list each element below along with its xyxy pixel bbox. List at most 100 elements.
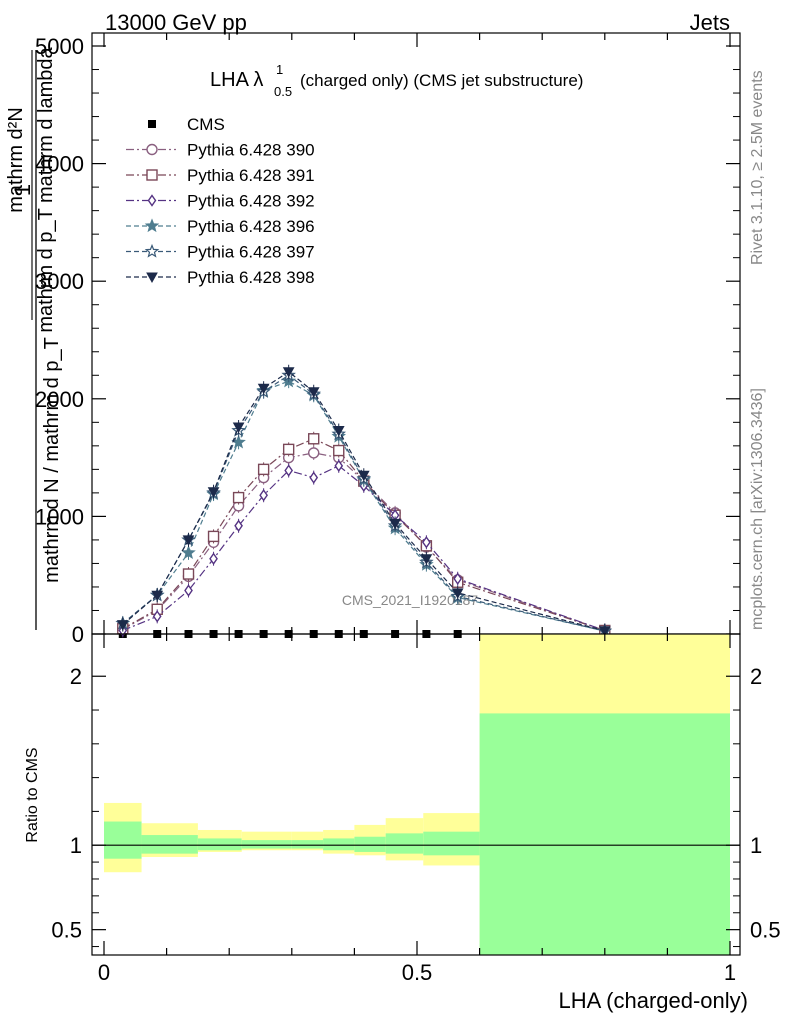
title-sub: 0.5 <box>274 84 292 99</box>
stat-uncertainty-band <box>423 831 480 856</box>
marker-shape <box>232 491 245 504</box>
data-point <box>332 426 345 437</box>
data-point <box>307 387 320 398</box>
ratio-ylabel: Ratio to CMS <box>24 747 41 842</box>
legend-item: Pythia 6.428 392 <box>126 192 315 211</box>
main-ytick-label: 4000 <box>35 152 84 177</box>
legend-label: Pythia 6.428 396 <box>187 217 315 236</box>
marker-shape <box>148 120 156 128</box>
header-left: 13000 GeV pp <box>105 10 247 35</box>
marker-shape <box>284 464 294 477</box>
marker-shape <box>232 422 245 434</box>
stat-uncertainty-band <box>323 838 355 851</box>
data-point <box>116 620 129 631</box>
legend-label: Pythia 6.428 391 <box>187 166 315 185</box>
marker-shape <box>308 433 320 445</box>
legend-marker <box>144 218 160 233</box>
marker-shape <box>453 572 463 585</box>
data-point <box>181 545 196 560</box>
stat-uncertainty-band <box>385 833 424 854</box>
marker-shape <box>146 272 158 284</box>
data-point <box>257 463 270 476</box>
data-point <box>151 590 164 602</box>
data-point <box>422 536 431 549</box>
legend-label: Pythia 6.428 397 <box>187 243 315 262</box>
main-ytick-label: 5000 <box>35 34 84 59</box>
marker-shape <box>282 443 295 456</box>
ratio-frame <box>91 633 741 956</box>
ratio-xtick-label: 1 <box>724 960 736 985</box>
data-point <box>207 530 220 543</box>
stat-uncertainty-band <box>197 838 242 851</box>
data-point <box>234 519 243 533</box>
legend-marker <box>146 169 158 181</box>
data-point <box>357 470 370 482</box>
marker-shape <box>116 620 129 631</box>
stat-uncertainty-band <box>241 840 292 849</box>
data-point <box>209 552 218 565</box>
data-point <box>284 464 294 477</box>
legend: CMS Pythia 6.428 390 Pythia 6.428 391 Pythi… <box>126 115 315 287</box>
watermark: CMS_2021_I1920187 <box>342 592 478 608</box>
ratio-ytick-label-right: 2 <box>750 664 762 689</box>
marker-shape <box>257 383 270 395</box>
ratio-ytick-label-right: 0.5 <box>750 918 781 943</box>
marker-shape <box>257 463 270 476</box>
marker-shape <box>259 489 268 502</box>
legend-marker <box>148 120 156 128</box>
marker-shape <box>282 367 295 378</box>
data-point <box>182 535 195 546</box>
marker-shape <box>181 545 196 560</box>
marker-shape <box>146 143 158 156</box>
data-point <box>257 383 270 395</box>
data-point <box>598 626 611 637</box>
marker-shape <box>334 459 344 473</box>
main-ytick-label: 0 <box>72 622 84 647</box>
marker-shape <box>309 471 319 484</box>
ylabel-numerator: 1 <box>10 184 35 196</box>
marker-shape <box>357 470 370 482</box>
series-line-4 <box>122 380 605 632</box>
marker-shape <box>389 518 401 530</box>
marker-shape <box>182 535 195 546</box>
marker-shape <box>207 487 220 498</box>
legend-marker <box>144 243 160 258</box>
ylabel-denominator: mathrm d N / mathrm d p_T <box>41 337 63 583</box>
legend-marker <box>146 272 158 284</box>
xaxis-label: LHA (charged-only) <box>558 988 748 1013</box>
data-point <box>232 422 245 434</box>
marker-shape <box>147 194 157 207</box>
main-ytick-label: 2000 <box>35 387 84 412</box>
header-right: Jets <box>690 10 730 35</box>
legend-marker <box>146 143 158 156</box>
series-line-5 <box>122 374 605 632</box>
legend-item: Pythia 6.428 398 <box>126 268 315 287</box>
ylabel-rhs-numerator: mathrm d²N <box>5 107 27 213</box>
marker-shape <box>332 426 345 437</box>
marker-shape <box>151 590 164 602</box>
marker-shape <box>333 444 345 457</box>
series-line-6 <box>122 371 605 632</box>
ratio-ytick-label: 1 <box>70 833 82 858</box>
title-rest: (charged only) (CMS jet substructure) <box>300 71 583 90</box>
marker-shape <box>451 588 464 599</box>
ratio-xtick-label: 0 <box>98 960 110 985</box>
ratio-ytick-label: 2 <box>70 664 82 689</box>
title-main: LHA λ <box>210 69 263 91</box>
legend-label: CMS <box>187 115 225 134</box>
marker-shape <box>182 568 195 580</box>
marker-shape <box>207 530 220 543</box>
marker-shape <box>144 218 160 233</box>
legend-item: Pythia 6.428 397 <box>126 243 315 262</box>
data-point <box>232 491 245 504</box>
data-point <box>420 554 433 565</box>
marker-shape <box>209 552 218 565</box>
stat-uncertainty-band <box>291 840 324 849</box>
data-point <box>309 471 319 484</box>
marker-shape <box>420 554 433 565</box>
title-sup: 1 <box>276 62 283 77</box>
main-ytick-label: 1000 <box>35 504 84 529</box>
marker-shape <box>152 610 162 623</box>
marker-shape <box>308 447 320 459</box>
